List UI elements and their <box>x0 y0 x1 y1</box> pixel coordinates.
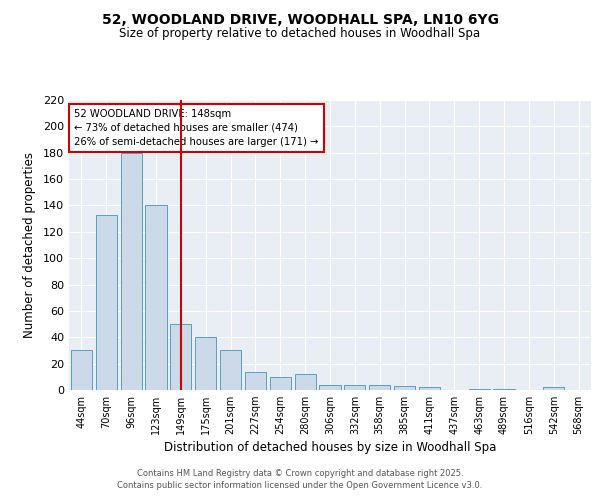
Bar <box>394 386 415 390</box>
Bar <box>71 350 92 390</box>
X-axis label: Distribution of detached houses by size in Woodhall Spa: Distribution of detached houses by size … <box>164 442 496 454</box>
Bar <box>419 388 440 390</box>
Bar <box>220 350 241 390</box>
Bar <box>469 388 490 390</box>
Bar <box>270 377 291 390</box>
Bar <box>493 388 515 390</box>
Bar <box>96 214 117 390</box>
Text: Contains public sector information licensed under the Open Government Licence v3: Contains public sector information licen… <box>118 481 482 490</box>
Bar <box>319 384 341 390</box>
Y-axis label: Number of detached properties: Number of detached properties <box>23 152 36 338</box>
Bar <box>170 324 191 390</box>
Bar <box>145 206 167 390</box>
Bar <box>369 384 390 390</box>
Bar <box>344 384 365 390</box>
Text: Contains HM Land Registry data © Crown copyright and database right 2025.: Contains HM Land Registry data © Crown c… <box>137 468 463 477</box>
Bar <box>195 338 216 390</box>
Bar <box>121 152 142 390</box>
Text: Size of property relative to detached houses in Woodhall Spa: Size of property relative to detached ho… <box>119 28 481 40</box>
Bar <box>295 374 316 390</box>
Bar <box>245 372 266 390</box>
Bar <box>543 388 564 390</box>
Text: 52, WOODLAND DRIVE, WOODHALL SPA, LN10 6YG: 52, WOODLAND DRIVE, WOODHALL SPA, LN10 6… <box>101 12 499 26</box>
Text: 52 WOODLAND DRIVE: 148sqm
← 73% of detached houses are smaller (474)
26% of semi: 52 WOODLAND DRIVE: 148sqm ← 73% of detac… <box>74 108 319 146</box>
